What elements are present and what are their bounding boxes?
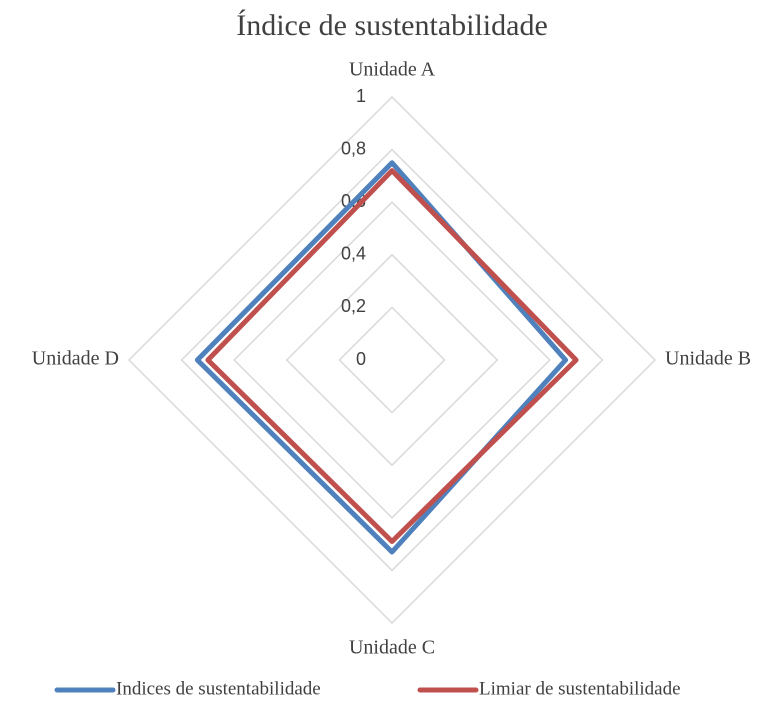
axis-tick-label: 0,2 xyxy=(341,296,366,316)
axis-tick-label: 0,8 xyxy=(341,138,366,158)
series-line xyxy=(194,160,569,555)
series-line xyxy=(205,168,579,544)
category-label: Unidade C xyxy=(349,637,435,659)
grid-ring xyxy=(285,253,499,467)
category-label: Unidade B xyxy=(665,348,751,370)
grid-ring xyxy=(233,201,551,519)
axis-tick-label: 1 xyxy=(356,86,366,106)
legend-label: Limiar de sustentabilidade xyxy=(479,678,681,699)
legend-label: Indices de sustentabilidade xyxy=(116,678,321,699)
grid-ring xyxy=(338,306,446,414)
axis-tick-label: 0,4 xyxy=(341,244,366,264)
grid-ring xyxy=(180,148,604,572)
category-label: Unidade A xyxy=(349,59,436,81)
grid-ring xyxy=(127,95,657,625)
chart-title: Índice de sustentabilidade xyxy=(236,9,548,42)
category-label: Unidade D xyxy=(32,348,119,370)
axis-tick-label: 0 xyxy=(356,349,366,369)
